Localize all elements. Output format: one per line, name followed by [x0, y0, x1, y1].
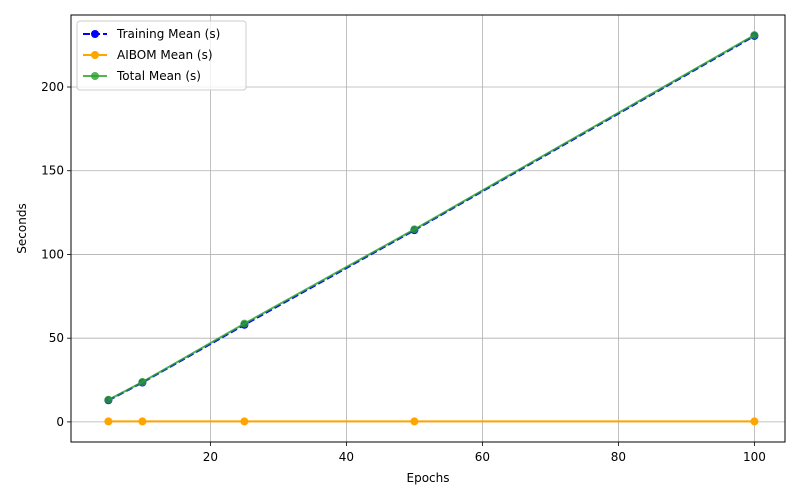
series-point	[138, 417, 147, 426]
y-tick-label: 200	[41, 80, 64, 94]
series-point	[750, 31, 759, 40]
legend-box	[76, 20, 247, 91]
series-point	[104, 395, 113, 404]
legend-marker	[91, 30, 99, 38]
series-1	[104, 417, 759, 426]
x-tick-label: 20	[203, 450, 218, 464]
series-2	[104, 31, 759, 404]
legend-label: Training Mean (s)	[116, 27, 220, 41]
legend-marker	[91, 72, 99, 80]
legend-label: AIBOM Mean (s)	[117, 48, 213, 62]
plot-frame	[70, 14, 786, 443]
y-tick-label: 100	[41, 247, 64, 261]
y-tick-label: 50	[49, 331, 64, 345]
series-layer	[104, 31, 759, 426]
legend: Training Mean (s) AIBOM Mean (s) Total Mea…	[76, 20, 247, 91]
series-point	[240, 417, 249, 426]
x-axis-label: Epochs	[407, 471, 450, 485]
legend-marker	[91, 51, 99, 59]
series-point	[410, 417, 419, 426]
y-axis-label: Seconds	[15, 203, 29, 253]
legend-entry: AIBOM Mean (s)	[83, 48, 213, 62]
series-point	[410, 225, 419, 234]
x-tick-label: 40	[339, 450, 354, 464]
x-tick-label: 80	[611, 450, 626, 464]
x-tick-label: 60	[475, 450, 490, 464]
series-point	[750, 417, 759, 426]
y-tick-label: 0	[56, 415, 64, 429]
series-point	[240, 319, 249, 328]
ticks: 20 40 60 80 100 0 50 100 150 200	[41, 80, 766, 464]
legend-entry: Training Mean (s)	[83, 27, 220, 41]
y-tick-label: 150	[41, 164, 64, 178]
series-point	[104, 417, 113, 426]
legend-entry: Total Mean (s)	[83, 69, 201, 83]
x-tick-label: 100	[743, 450, 766, 464]
series-point	[138, 378, 147, 387]
legend-label: Total Mean (s)	[116, 69, 201, 83]
